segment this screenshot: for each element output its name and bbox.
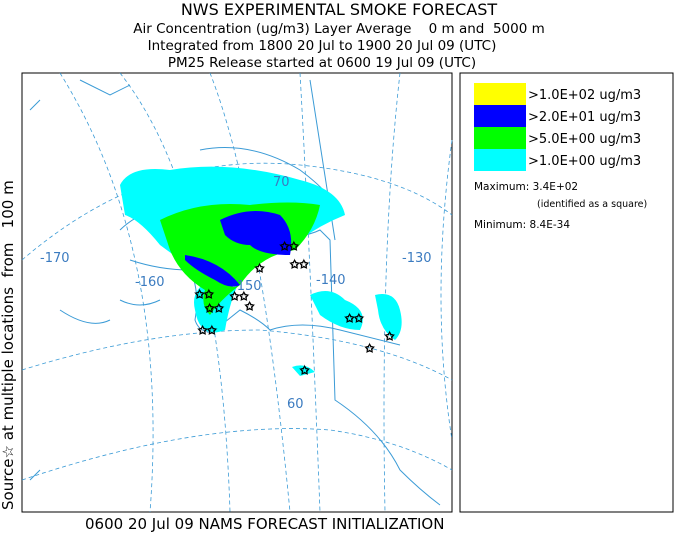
svg-text:✩: ✩ (385, 330, 394, 343)
minimum: Minimum: 8.4E-34 (474, 219, 570, 231)
svg-text:✩✩: ✩✩ (345, 312, 363, 325)
grid-label: -160 (135, 275, 165, 290)
maximum-note: (identified as a square) (537, 199, 647, 210)
graticule (21, 72, 453, 513)
grid-label: -150 (232, 279, 262, 294)
svg-text:✩: ✩ (255, 262, 264, 275)
svg-text:✩: ✩ (365, 342, 374, 355)
grid-label: -140 (316, 273, 346, 288)
legend-swatch (474, 127, 526, 149)
legend-label: >1.0E+02 ug/m3 (528, 88, 641, 103)
smoke-plume (120, 166, 402, 376)
title: NWS EXPERIMENTAL SMOKE FORECAST (181, 0, 498, 19)
map-frame (21, 72, 453, 513)
maximum: Maximum: 3.4E+02 (474, 181, 578, 193)
grid-label: 70 (273, 175, 290, 190)
svg-text:✩: ✩ (300, 364, 309, 377)
subtitle: Air Concentration (ug/m3) Layer Average … (133, 21, 545, 37)
svg-text:✩✩: ✩✩ (195, 288, 213, 301)
svg-text:✩✩: ✩✩ (280, 240, 298, 253)
legend-swatch (474, 105, 526, 127)
grid-label: -170 (40, 251, 70, 266)
subtitle: Integrated from 1800 20 Jul to 1900 20 J… (148, 38, 497, 54)
legend-swatch (474, 149, 526, 171)
side-label: Source☆ at multiple locations from 100 m (0, 180, 17, 510)
svg-text:✩✩: ✩✩ (290, 258, 308, 271)
subtitle: PM25 Release started at 0600 19 Jul 09 (… (168, 55, 476, 71)
legend-label: >2.0E+01 ug/m3 (528, 110, 641, 125)
footer: 0600 20 Jul 09 NAMS FORECAST INITIALIZAT… (85, 515, 444, 532)
svg-text:✩✩: ✩✩ (205, 302, 223, 315)
legend: >1.0E+02 ug/m3 >2.0E+01 ug/m3 >5.0E+00 ug/… (474, 83, 641, 171)
sources: ✩✩✩✩✩ ✩✩ ✩✩✩✩ ✩✩✩✩✩ ✩✩✩ (195, 240, 395, 378)
svg-text:✩: ✩ (245, 300, 254, 313)
legend-label: >1.0E+00 ug/m3 (528, 154, 641, 169)
legend-label: >5.0E+00 ug/m3 (528, 132, 641, 147)
grid-label: -130 (402, 251, 432, 266)
legend-swatch (474, 83, 526, 105)
map: ✩✩✩✩✩ ✩✩ ✩✩✩✩ ✩✩✩✩✩ ✩✩✩ 70 -170 -160 -150… (21, 72, 453, 513)
svg-text:✩✩: ✩✩ (198, 324, 216, 337)
svg-text:✩✩: ✩✩ (230, 290, 248, 303)
grid-label: 60 (287, 397, 304, 412)
